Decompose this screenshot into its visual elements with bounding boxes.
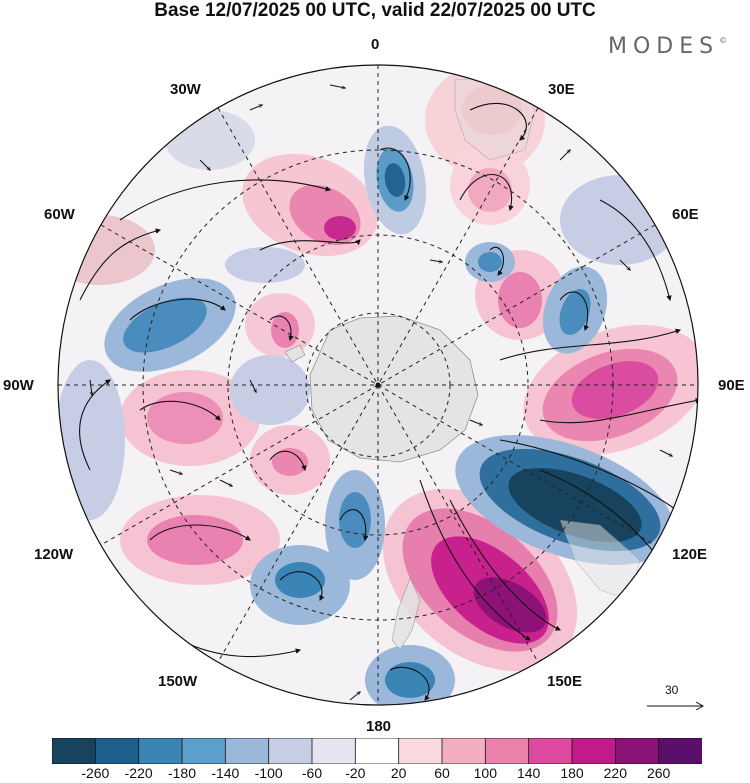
lon-label-60e: 60E — [672, 206, 699, 223]
colorbar-swatch — [398, 737, 443, 765]
lon-label-30e: 30E — [548, 81, 575, 98]
modes-logo: MODES© — [608, 34, 728, 59]
colorbar-tick-label: -100 — [254, 765, 283, 781]
reference-arrow-icon — [647, 701, 705, 711]
colorbar-swatch — [571, 737, 617, 765]
lon-label-150w: 150W — [158, 673, 198, 690]
colorbar-tick-label: 140 — [516, 765, 541, 781]
colorbar-tick-label: -180 — [167, 765, 197, 781]
colorbar-swatch — [484, 737, 530, 765]
south-pole-marker — [375, 382, 381, 388]
colorbar-swatch — [224, 737, 270, 765]
colorbar-swatch — [94, 737, 140, 765]
colorbar-swatch — [354, 737, 400, 765]
colorbar-tick-label: 100 — [473, 765, 498, 781]
colorbar-swatch — [311, 737, 357, 765]
colorbar — [51, 737, 703, 769]
colorbar-tick-label: 260 — [646, 765, 671, 781]
reference-vector-label: 30 — [665, 683, 679, 697]
colorbar-swatch — [441, 737, 487, 765]
colorbar-tick-label: 220 — [603, 765, 628, 781]
colorbar-swatch — [614, 737, 660, 765]
lon-label-60w: 60W — [44, 206, 75, 223]
lon-label-180: 180 — [366, 718, 392, 735]
colorbar-swatch — [181, 737, 227, 765]
map-title: Base 12/07/2025 00 UTC, valid 22/07/2025… — [154, 0, 596, 21]
lon-label-30w: 30W — [170, 81, 201, 98]
lon-label-120e: 120E — [672, 546, 708, 563]
streamlines — [79, 103, 698, 701]
colorbar-tick-label: -20 — [345, 765, 366, 781]
lon-label-0: 0 — [371, 36, 380, 53]
colorbar-tick-label: -220 — [124, 765, 153, 781]
colorbar-tick-label: -140 — [211, 765, 240, 781]
colorbar-swatch — [268, 737, 313, 765]
colorbar-tick-label: 180 — [560, 765, 584, 781]
colorbar-swatch — [658, 737, 703, 765]
colorbar-swatch — [528, 737, 573, 765]
lon-label-120w: 120W — [34, 546, 74, 563]
colorbar-tick-label: 60 — [434, 765, 450, 781]
colorbar-labels: -260 -220 -180 -140 -100 -60 -20 20 60 100 140 180 2… — [0, 765, 750, 783]
lon-label-90w: 90W — [3, 377, 34, 394]
map-boundary — [57, 64, 699, 706]
lon-label-150e: 150E — [547, 673, 583, 690]
polar-map — [57, 64, 699, 706]
colorbar-swatch — [51, 737, 97, 765]
colorbar-tick-label: -60 — [301, 765, 323, 781]
colorbar-swatches — [51, 737, 703, 765]
colorbar-tick-label: 20 — [390, 765, 407, 781]
negative-anomalies — [58, 110, 680, 705]
anomaly-field — [58, 65, 698, 705]
lon-label-90e: 90E — [718, 377, 745, 394]
colorbar-swatch — [138, 737, 183, 765]
colorbar-tick-label: -260 — [81, 765, 110, 781]
